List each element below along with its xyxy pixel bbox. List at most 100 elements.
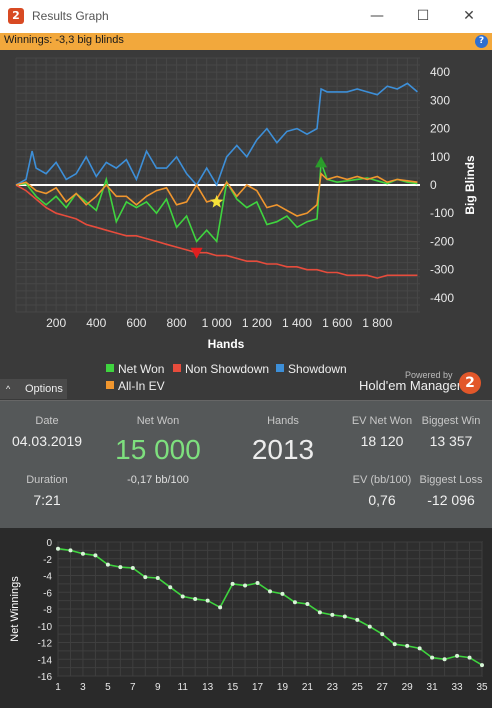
data-point: [280, 591, 285, 596]
x-tick-label: 1 800: [362, 316, 392, 330]
y-tick-label: -400: [430, 291, 454, 305]
y-tick-label: 400: [430, 65, 450, 79]
holdem-manager-logo-icon: 2: [459, 372, 481, 394]
ev-bb100-value: 0,76: [368, 492, 396, 508]
winnings-text: Winnings: -3,3 big blinds: [4, 34, 124, 46]
hands-value: 2013: [251, 434, 315, 465]
biggest-win-label: Biggest Win: [421, 415, 481, 427]
biggest-loss-label: Biggest Loss: [419, 474, 483, 486]
legend-item-non-showdown[interactable]: Non Showdown: [173, 362, 269, 377]
data-point: [155, 576, 160, 581]
x-tick-label: 23: [327, 682, 339, 693]
x-tick-label: 13: [202, 682, 214, 693]
data-point: [305, 601, 310, 606]
legend-label: Non Showdown: [185, 362, 270, 376]
data-point: [168, 585, 173, 590]
y-tick-label: 0: [46, 538, 52, 549]
series-line-non-showdown: [15, 184, 418, 279]
y-tick-label: 0: [430, 178, 437, 192]
data-point: [342, 614, 347, 619]
data-point: [480, 663, 484, 668]
legend-item-all-in-ev[interactable]: All-In EV: [106, 379, 165, 394]
data-point: [230, 581, 235, 586]
x-tick-label: 27: [377, 682, 389, 693]
powered-by-text: Powered by: [405, 370, 453, 380]
data-point: [268, 589, 272, 594]
biggest-loss-value: -12 096: [427, 492, 475, 508]
results-graph-panel: 200 400 600 800 1 000 1 200 1 400 1 600 1 800 400…: [0, 50, 492, 400]
max-marker-icon: [315, 156, 328, 168]
x-tick-label: 11: [178, 682, 189, 693]
min-marker-icon: [190, 247, 203, 259]
series-line-all-in-ev: [15, 172, 418, 217]
graph-legend: Net Won Non Showdown Showdown All-In EV: [0, 362, 492, 398]
minimize-button[interactable]: —: [370, 8, 384, 24]
data-point: [355, 617, 360, 622]
data-point: [143, 575, 148, 580]
legend-swatch: [106, 381, 114, 389]
options-button[interactable]: ^ Options: [0, 379, 67, 399]
star-marker-icon: [210, 194, 224, 208]
y-tick-label: 200: [430, 122, 450, 136]
data-point: [193, 596, 198, 601]
y-axis-label: Net Winnings: [9, 576, 21, 642]
x-tick-label: 1: [55, 682, 61, 693]
legend-swatch: [276, 364, 284, 372]
x-tick-label: 1 400: [282, 316, 312, 330]
y-tick-label: -8: [43, 605, 52, 616]
x-tick-label: 800: [167, 316, 187, 330]
x-tick-label: 5: [105, 682, 111, 693]
data-point: [180, 594, 185, 599]
biggest-win-value: 13 357: [429, 433, 473, 449]
data-point: [330, 612, 335, 617]
y-tick-label: -10: [38, 622, 53, 633]
title-bar: 2 Results Graph — ☐ ✕: [0, 0, 492, 33]
legend-item-net-won[interactable]: Net Won: [106, 362, 164, 377]
data-point: [405, 643, 410, 648]
duration-value: 7:21: [33, 492, 61, 508]
ev-net-won-value: 18 120: [360, 433, 404, 449]
data-point: [243, 583, 248, 588]
x-tick-label: 400: [86, 316, 106, 330]
x-tick-label: 3: [80, 682, 86, 693]
window-title: Results Graph: [32, 9, 109, 23]
help-icon[interactable]: ?: [475, 35, 488, 48]
y-tick-label: -100: [430, 206, 454, 220]
x-tick-label: 9: [155, 682, 161, 693]
data-point: [380, 632, 385, 637]
date-value: 04.03.2019: [11, 433, 83, 449]
y-tick-label: -300: [430, 263, 454, 277]
x-tick-label: 21: [302, 682, 314, 693]
x-tick-label: 1 000: [202, 316, 232, 330]
legend-swatch: [106, 364, 114, 372]
legend-label: Net Won: [118, 362, 165, 376]
app-logo-icon: 2: [8, 8, 24, 24]
series-line-showdown: [15, 82, 418, 187]
close-button[interactable]: ✕: [463, 8, 475, 24]
legend-label: All-In EV: [118, 379, 165, 393]
data-point: [130, 565, 135, 570]
data-point: [80, 551, 85, 556]
data-point: [105, 562, 110, 567]
y-tick-label: -6: [43, 588, 52, 599]
y-tick-label: -200: [430, 234, 454, 248]
x-tick-label: 35: [476, 682, 488, 693]
hands-label: Hands: [267, 415, 299, 427]
x-tick-label: 15: [227, 682, 239, 693]
legend-item-showdown[interactable]: Showdown: [276, 362, 347, 377]
x-tick-label: 7: [130, 682, 136, 693]
duration-label: Duration: [26, 474, 68, 486]
y-tick-label: -12: [38, 639, 53, 650]
y-axis-label: Big Blinds: [463, 155, 477, 215]
data-point: [317, 610, 322, 615]
x-tick-label: 600: [126, 316, 146, 330]
x-tick-label: 25: [352, 682, 364, 693]
maximize-button[interactable]: ☐: [416, 8, 430, 24]
legend-label: Showdown: [288, 362, 347, 376]
data-point: [392, 642, 397, 647]
series-line-net-won: [15, 162, 418, 244]
y-tick-label: 300: [430, 93, 450, 107]
x-tick-label: 17: [252, 682, 264, 693]
legend-swatch: [173, 364, 181, 372]
x-tick-label: 29: [402, 682, 414, 693]
